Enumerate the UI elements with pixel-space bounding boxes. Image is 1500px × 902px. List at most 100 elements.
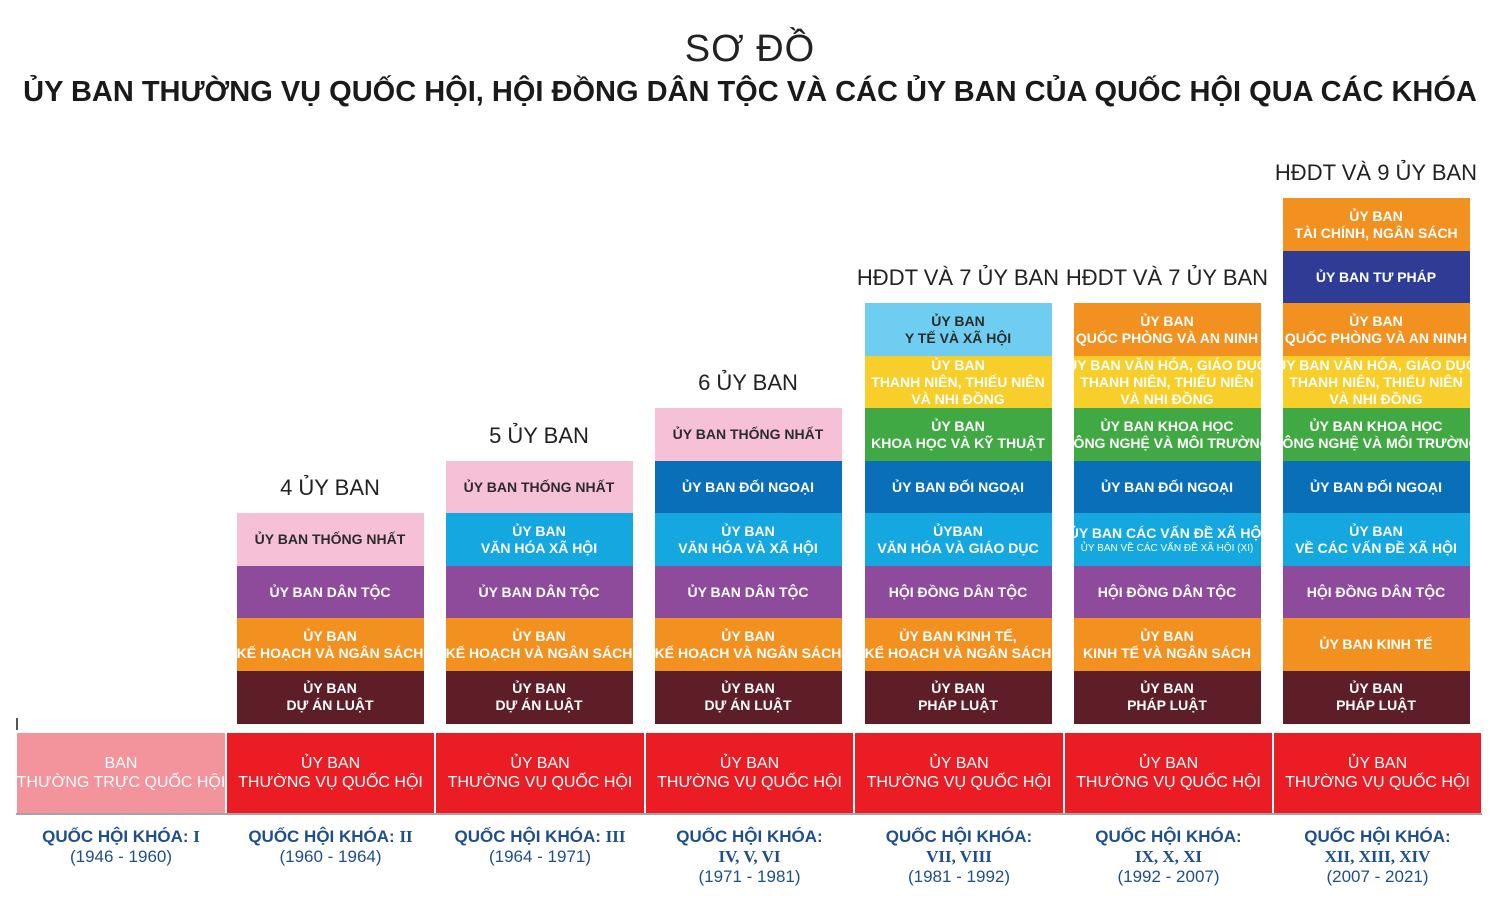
line-text: ỦY BAN THỐNG NHẤT — [463, 478, 615, 495]
term-years: (1992 - 2007) — [1117, 867, 1220, 886]
line-text: ỦY BAN ĐỐI NGOẠI — [1101, 478, 1233, 495]
line-text: VÀ NHI ĐỒNG — [1120, 390, 1214, 407]
line-text: KẾ HOẠCH VÀ NGÂN SÁCH — [654, 644, 842, 661]
line-text: ỦY BAN — [721, 522, 775, 539]
line-text: DỰ ÁN LUẬT — [286, 697, 374, 714]
term-years: (1960 - 1964) — [279, 847, 382, 866]
line-text: VĂN HÓA VÀ GIÁO DỤC — [877, 539, 1039, 556]
line-text: Y TẾ VÀ XÃ HỘI — [904, 329, 1012, 346]
term-years: (1946 - 1960) — [69, 847, 173, 866]
line-text: ỦY BAN KINH TẾ — [1319, 636, 1433, 653]
term-prefix: QUỐC HỘI KHÓA: — [1304, 827, 1451, 846]
line-text: DỰ ÁN LUẬT — [704, 697, 792, 714]
committee-block: ỦY BAN TƯ PHÁP — [1282, 250, 1470, 304]
committee-block: ỦY BAN DÂN TỘC — [236, 565, 424, 619]
standing-committee-base: ỦY BAN THƯỜNG VỤ QUỐC HỘI — [436, 733, 644, 813]
term-prefix: QUỐC HỘI KHÓA: — [42, 827, 194, 846]
term-label-4: QUỐC HỘI KHÓA: IV, V, VI (1971 - 1981) — [646, 827, 853, 887]
line-text: KHOA HỌC VÀ KỸ THUẬT — [871, 434, 1045, 451]
line-text: VĂN HÓA VÀ XÃ HỘI — [678, 539, 818, 556]
committee-block: ỦY BAN VĂN HÓA, GIÁO DỤC THANH NIÊN, THIẾ… — [1073, 355, 1261, 409]
committee-block: ỦY BAN DỰ ÁN LUẬT — [654, 670, 842, 724]
line-text: DỰ ÁN LUẬT — [495, 697, 583, 714]
line-text: ỦY BAN — [931, 417, 985, 434]
line-text: ỦY BAN DÂN TỘC — [269, 583, 391, 600]
line-text: PHÁP LUẬT — [1336, 697, 1416, 714]
committee-block: ỦY BAN KẾ HOẠCH VÀ NGÂN SÁCH — [445, 618, 633, 672]
committee-block: ỦYBAN VĂN HÓA VÀ GIÁO DỤC — [864, 513, 1052, 567]
line-text: ỦY BAN — [512, 522, 566, 539]
line-text: THƯỜNG VỤ QUỐC HỘI — [447, 774, 633, 791]
diagram-subtitle: ỦY BAN THƯỜNG VỤ QUỐC HỘI, HỘI ĐỒNG DÂN … — [23, 76, 1477, 108]
committee-block: ỦY BAN THỐNG NHẤT — [654, 408, 842, 462]
line-text: ỦY BAN CÁC VẤN ĐỀ XÃ HỘI — [1073, 524, 1261, 541]
standing-committee-base: ỦY BAN THƯỜNG VỤ QUỐC HỘI — [1274, 733, 1481, 813]
line-text: PHÁP LUẬT — [918, 697, 998, 714]
term-prefix: QUỐC HỘI KHÓA: — [1095, 827, 1242, 846]
committee-block: ỦY BAN QUỐC PHÒNG VÀ AN NINH — [1073, 303, 1261, 357]
line-text: THƯỜNG TRỰC QUỐC HỘI — [16, 774, 226, 791]
committee-block: ỦY BAN KẾ HOẠCH VÀ NGÂN SÁCH — [654, 618, 842, 672]
line-text: ỦY BAN DÂN TỘC — [478, 583, 600, 600]
line-text: ỦY BAN VĂN HÓA, GIÁO DỤC — [1282, 356, 1470, 373]
committee-block: ỦY BAN ĐỐI NGOẠI — [654, 460, 842, 514]
standing-committee-base: ỦY BAN THƯỜNG VỤ QUỐC HỘI — [855, 733, 1063, 813]
line-text: THƯỜNG VỤ QUỐC HỘI — [238, 774, 423, 791]
line-text: ỦY BAN DÂN TỘC — [687, 583, 809, 600]
line-text: VĂN HÓA XÃ HỘI — [480, 539, 598, 556]
committee-block: ỦY BAN ĐỐI NGOẠI — [1073, 460, 1261, 514]
line-text: ỦY BAN — [931, 312, 985, 329]
line-text: PHÁP LUẬT — [1127, 697, 1207, 714]
line-text: ỦY BAN — [1349, 522, 1403, 539]
line-text: ỦY BAN — [1349, 680, 1403, 697]
committee-block: ỦY BAN KINH TẾ — [1282, 618, 1470, 672]
line-text: QUỐC PHÒNG VÀ AN NINH — [1075, 329, 1259, 346]
line-text: ỦY BAN — [1349, 312, 1403, 329]
line-text: THANH NIÊN, THIẾU NIÊN — [1080, 373, 1254, 390]
line-text: ỦY BAN KHOA HỌC — [1309, 417, 1443, 434]
line-text: VỀ CÁC VẤN ĐỀ XÃ HỘI — [1295, 539, 1457, 556]
line-text: KẾ HOẠCH VÀ NGÂN SÁCH — [236, 644, 424, 661]
line-text: HỘI ĐỒNG DÂN TỘC — [888, 583, 1028, 600]
term-years: (1971 - 1981) — [698, 867, 801, 886]
committee-block: ỦY BAN DỰ ÁN LUẬT — [445, 670, 633, 724]
line-text: ỦY BAN KINH TẾ, — [899, 627, 1017, 644]
committee-block: ỦY BAN DÂN TỘC — [654, 565, 842, 619]
standing-committee-base: ỦY BAN THƯỜNG VỤ QUỐC HỘI — [646, 733, 853, 813]
term-label-3: QUỐC HỘI KHÓA: III (1964 - 1971) — [436, 827, 644, 867]
term-years: (1981 - 1992) — [907, 867, 1011, 886]
line-text: HỘI ĐỒNG DÂN TỘC — [1097, 583, 1237, 600]
line-text: ỦY BAN — [1347, 755, 1408, 772]
term-number: III — [605, 827, 626, 846]
line-text: ỦY BAN — [1140, 627, 1194, 644]
committee-block: ỦY BAN KẾ HOẠCH VÀ NGÂN SÁCH — [236, 618, 424, 672]
committee-note: ỦY BAN VỀ CÁC VẤN ĐỀ XÃ HỘI (XI) — [1080, 542, 1254, 554]
term-number: I — [193, 827, 200, 846]
line-text: THƯỜNG VỤ QUỐC HỘI — [657, 774, 842, 791]
line-text: ỦY BAN — [929, 755, 989, 772]
committee-block: HỘI ĐỒNG DÂN TỘC — [1073, 565, 1261, 619]
column-heading: 4 ỦY BAN — [280, 475, 380, 500]
column-heading: HĐDT VÀ 7 ỦY BAN — [1065, 265, 1269, 290]
line-text: ỦY BAN — [931, 680, 985, 697]
standing-committee-base: BAN THƯỜNG TRỰC QUỐC HỘI — [17, 733, 225, 813]
line-text: THƯỜNG VỤ QUỐC HỘI — [1076, 774, 1261, 791]
term-years: (2007 - 2021) — [1326, 867, 1429, 886]
committee-block: ỦY BAN KHOA HỌC CÔNG NGHỆ VÀ MÔI TRƯỜNG — [1282, 408, 1470, 462]
committee-block: HỘI ĐỒNG DÂN TỘC — [1282, 565, 1470, 619]
committee-block: ỦY BAN THỐNG NHẤT — [236, 513, 424, 567]
committee-block: ỦY BAN CÁC VẤN ĐỀ XÃ HỘI ỦY BAN VỀ CÁC VẤ… — [1073, 513, 1261, 567]
column-heading: HĐDT VÀ 9 ỦY BAN — [1274, 160, 1478, 185]
committee-block: HỘI ĐỒNG DÂN TỘC — [864, 565, 1052, 619]
line-text: ỦY BAN — [1138, 755, 1199, 772]
line-text: ỦY BAN — [1349, 207, 1403, 224]
line-text: ỦY BAN TƯ PHÁP — [1315, 268, 1437, 285]
line-text: ỦY BAN KHOA HỌC — [1100, 417, 1234, 434]
term-number: II — [399, 827, 413, 846]
line-text: THƯỜNG VỤ QUỐC HỘI — [1285, 774, 1470, 791]
line-text: ỦY BAN — [300, 755, 361, 772]
line-text: VÀ NHI ĐỒNG — [1329, 390, 1423, 407]
term-label-5: QUỐC HỘI KHÓA: VII, VIII (1981 - 1992) — [855, 827, 1063, 887]
committee-block: ỦY BAN KHOA HỌC VÀ KỸ THUẬT — [864, 408, 1052, 462]
committee-block: ỦY BAN PHÁP LUẬT — [1073, 670, 1261, 724]
